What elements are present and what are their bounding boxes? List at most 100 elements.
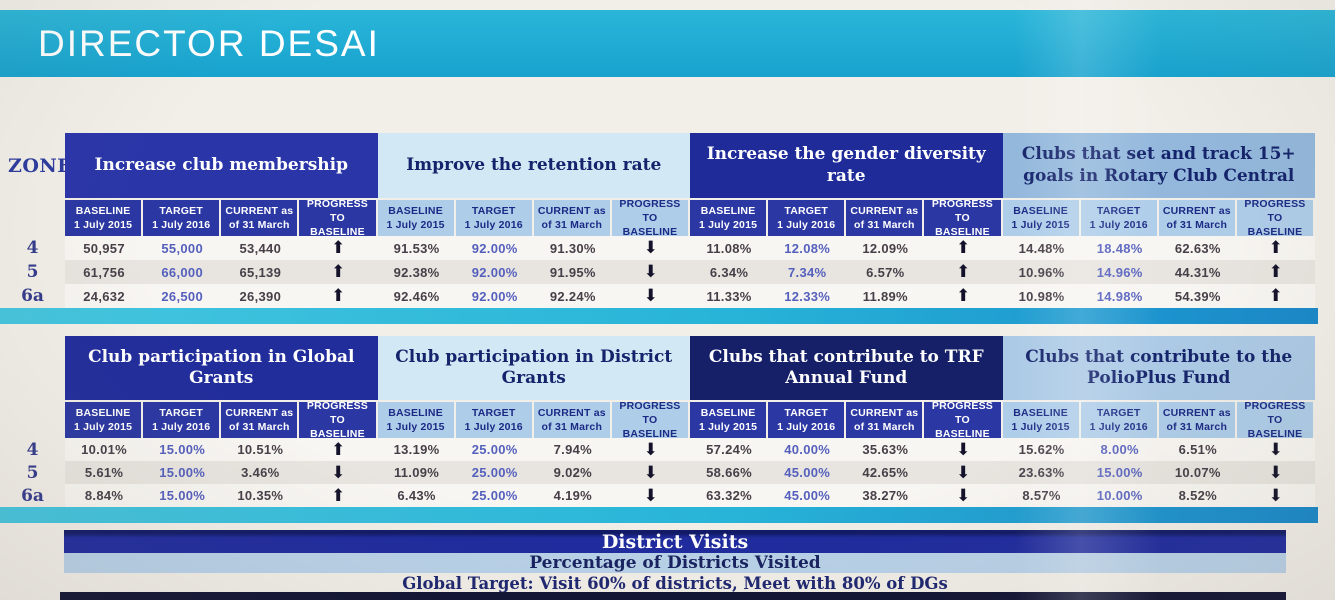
target-value: 14.96% (1080, 260, 1159, 284)
bottom-edge-strip (60, 592, 1286, 600)
col-header-baseline: BASELINE 1 July 2015 (377, 402, 454, 438)
goals-table-bottom: Club participation in Global Grants Club… (0, 336, 1315, 507)
baseline-value: 58.66% (690, 461, 769, 484)
progress-arrow-icon: ⬆ (299, 236, 378, 260)
baseline-value: 13.19% (377, 438, 456, 461)
progress-arrow-icon: ⬇ (924, 461, 1003, 484)
progress-arrow-icon: ⬆ (924, 236, 1003, 260)
progress-arrow-icon: ⬇ (1236, 461, 1315, 484)
col-header-target: TARGET 1 July 2016 (143, 402, 220, 438)
district-visits-title: District Visits (601, 530, 749, 553)
current-value: 12.09% (846, 236, 925, 260)
progress-arrow-icon: ⬇ (299, 461, 378, 484)
progress-arrow-icon: ⬆ (299, 484, 378, 507)
progress-arrow-icon: ⬇ (1236, 484, 1315, 507)
baseline-value: 11.33% (690, 284, 769, 308)
current-value: 10.51% (221, 438, 300, 461)
progress-arrow-icon: ⬇ (611, 438, 690, 461)
col-header-current: CURRENT as of 31 March (221, 200, 298, 236)
group-header-district-grants: Club participation in District Grants (377, 336, 690, 400)
col-header-target: TARGET 1 July 2016 (1080, 402, 1157, 438)
target-value: 25.00% (455, 461, 534, 484)
global-target-note: Global Target: Visit 60% of districts, M… (64, 573, 1286, 593)
baseline-value: 92.38% (377, 260, 456, 284)
current-value: 26,390 (221, 284, 300, 308)
col-header-progress: PROGRESS TO BASELINE (924, 400, 1001, 440)
target-value: 18.48% (1080, 236, 1159, 260)
group-header-club-membership: Increase club membership (65, 133, 378, 198)
col-header-progress: PROGRESS TO BASELINE (299, 198, 376, 238)
current-value: 92.24% (533, 284, 612, 308)
col-header-target: TARGET 1 July 2016 (455, 402, 532, 438)
progress-arrow-icon: ⬆ (1236, 236, 1315, 260)
current-value: 91.30% (533, 236, 612, 260)
progress-arrow-icon: ⬆ (1236, 284, 1315, 308)
group-header-trf-annual-fund: Clubs that contribute to TRF Annual Fund (690, 336, 1003, 400)
current-value: 38.27% (846, 484, 925, 507)
progress-arrow-icon: ⬆ (299, 438, 378, 461)
baseline-value: 24,632 (65, 284, 144, 308)
col-header-target: TARGET 1 July 2016 (1080, 200, 1157, 236)
baseline-value: 5.61% (65, 461, 144, 484)
baseline-value: 11.09% (377, 461, 456, 484)
districts-visited-subtitle: Percentage of Districts Visited (529, 553, 821, 573)
progress-arrow-icon: ⬇ (611, 484, 690, 507)
group-header-global-grants: Club participation in Global Grants (65, 336, 378, 400)
target-value: 92.00% (455, 236, 534, 260)
current-value: 62.63% (1158, 236, 1237, 260)
target-value: 55,000 (143, 236, 222, 260)
zone-label: 4 (26, 238, 39, 258)
col-header-progress: PROGRESS TO BASELINE (611, 198, 688, 238)
progress-arrow-icon: ⬆ (299, 260, 378, 284)
target-value: 15.00% (143, 438, 222, 461)
title-banner: DIRECTOR DESAI (0, 10, 1335, 77)
zone-spacer (0, 400, 65, 438)
current-value: 91.95% (533, 260, 612, 284)
zone-label: 5 (26, 262, 39, 282)
cyan-divider-strip (0, 308, 1318, 324)
baseline-value: 15.62% (1002, 438, 1081, 461)
progress-arrow-icon: ⬇ (1236, 438, 1315, 461)
target-value: 15.00% (1080, 461, 1159, 484)
col-header-current: CURRENT as of 31 March (1158, 200, 1235, 236)
goals-table-top: ZONE Increase club membership Improve th… (0, 133, 1315, 308)
group-header-retention-rate: Improve the retention rate (377, 133, 690, 198)
zone-label: 6a (21, 286, 44, 306)
baseline-value: 11.08% (690, 236, 769, 260)
col-header-current: CURRENT as of 31 March (533, 402, 610, 438)
baseline-value: 10.01% (65, 438, 144, 461)
zone-label: 6a (21, 485, 44, 506)
target-value: 92.00% (455, 260, 534, 284)
target-value: 8.00% (1080, 438, 1159, 461)
progress-arrow-icon: ⬇ (611, 260, 690, 284)
baseline-value: 6.34% (690, 260, 769, 284)
target-value: 10.00% (1080, 484, 1159, 507)
target-value: 25.00% (455, 438, 534, 461)
baseline-value: 8.84% (65, 484, 144, 507)
target-value: 25.00% (455, 484, 534, 507)
current-value: 7.94% (533, 438, 612, 461)
baseline-value: 14.48% (1002, 236, 1081, 260)
progress-arrow-icon: ⬆ (1236, 260, 1315, 284)
baseline-value: 50,957 (65, 236, 144, 260)
target-value: 66,000 (143, 260, 222, 284)
current-value: 9.02% (533, 461, 612, 484)
baseline-value: 10.98% (1002, 284, 1081, 308)
baseline-value: 61,756 (65, 260, 144, 284)
col-header-current: CURRENT as of 31 March (1158, 402, 1235, 438)
current-value: 44.31% (1158, 260, 1237, 284)
col-header-baseline: BASELINE 1 July 2015 (690, 402, 767, 438)
col-header-progress: PROGRESS TO BASELINE (1236, 400, 1313, 440)
group-header-polioplus-fund: Clubs that contribute to the PolioPlus F… (1002, 336, 1315, 400)
progress-arrow-icon: ⬇ (924, 484, 1003, 507)
baseline-value: 91.53% (377, 236, 456, 260)
baseline-value: 23.63% (1002, 461, 1081, 484)
baseline-value: 10.96% (1002, 260, 1081, 284)
zone-column-header: ZONE (8, 154, 73, 177)
group-header-gender-diversity: Increase the gender diversity rate (690, 133, 1003, 198)
col-header-progress: PROGRESS TO BASELINE (611, 400, 688, 440)
current-value: 10.35% (221, 484, 300, 507)
baseline-value: 92.46% (377, 284, 456, 308)
col-header-baseline: BASELINE 1 July 2015 (377, 200, 454, 236)
